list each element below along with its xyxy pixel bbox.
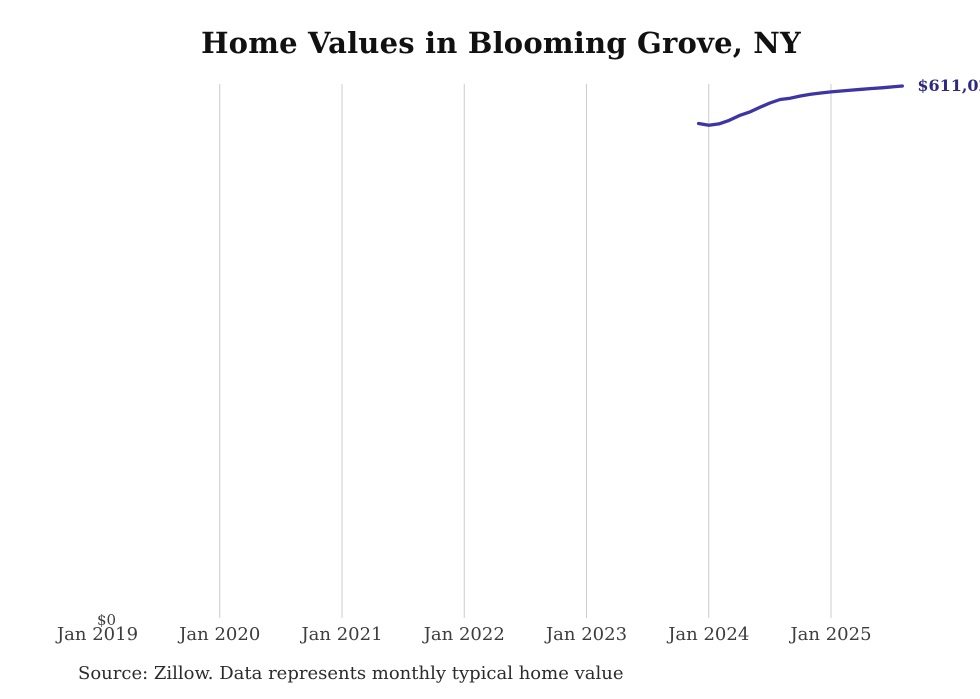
chart-title: Home Values in Blooming Grove, NY bbox=[201, 26, 801, 60]
x-tick-label: Jan 2021 bbox=[301, 624, 383, 645]
x-tick-label: Jan 2024 bbox=[668, 624, 750, 645]
x-tick-label: Jan 2025 bbox=[790, 624, 872, 645]
line-end-value-label: $611,023 bbox=[917, 76, 980, 95]
y-axis-zero-label: $0 bbox=[97, 611, 117, 629]
x-tick-label: Jan 2020 bbox=[179, 624, 261, 645]
x-tick-label: Jan 2019 bbox=[56, 624, 139, 645]
x-tick-label: Jan 2022 bbox=[423, 624, 505, 645]
x-tick-label: Jan 2023 bbox=[545, 624, 628, 645]
source-note: Source: Zillow. Data represents monthly … bbox=[78, 663, 624, 684]
home-value-line bbox=[696, 84, 904, 127]
